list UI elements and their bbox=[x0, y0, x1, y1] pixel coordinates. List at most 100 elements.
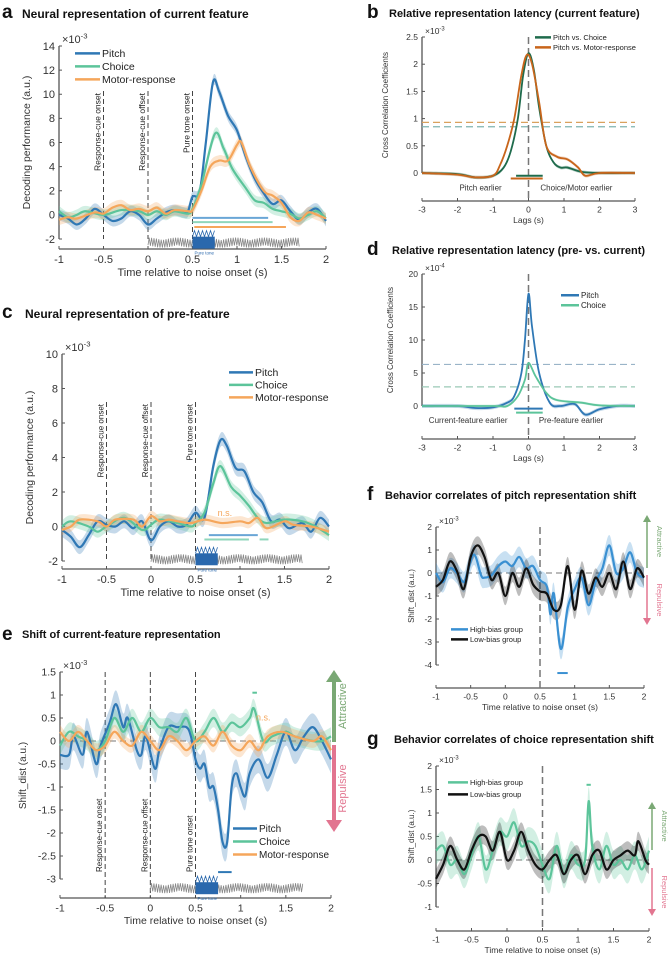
x-tick-label: 1 bbox=[572, 692, 577, 702]
confidence-band bbox=[59, 135, 326, 227]
confidence-band bbox=[436, 822, 649, 889]
panel-title: Shift of current-feature representation bbox=[22, 629, 221, 641]
y-tick-label: 5 bbox=[413, 368, 418, 378]
exponent-value: -4 bbox=[439, 264, 445, 270]
x-tick-label: 3 bbox=[633, 443, 638, 453]
y-tick-label: 6 bbox=[49, 137, 55, 149]
y-tick-label: 1 bbox=[50, 690, 56, 702]
confidence-band bbox=[436, 536, 644, 621]
x-tick-label: -0.5 bbox=[464, 935, 479, 945]
arrow-up-icon bbox=[326, 670, 342, 682]
tone-wave-icon bbox=[195, 874, 218, 884]
legend-label: High-bias group bbox=[470, 625, 523, 634]
legend-label: Pitch bbox=[255, 367, 279, 379]
attractive-label: Attractive bbox=[655, 526, 664, 557]
panel-letter: d bbox=[367, 239, 379, 260]
repulsive-label: Repulsive bbox=[337, 764, 349, 812]
x-tick-label: 1.5 bbox=[279, 903, 294, 915]
y-axis-label: Shift_dist (a.u.) bbox=[18, 742, 29, 809]
x-tick-label: 0.5 bbox=[537, 935, 549, 945]
series-line-motor-response bbox=[59, 730, 332, 752]
panel-letter: b bbox=[367, 2, 379, 23]
pure-tone-label: Pure tone bbox=[195, 251, 215, 256]
y-tick-label: -0.5 bbox=[417, 878, 432, 888]
y-tick-label: 10 bbox=[46, 349, 58, 361]
y-tick-label: -1 bbox=[424, 902, 432, 912]
exponent-base: ×10 bbox=[425, 263, 440, 273]
x-tick-label: 2 bbox=[597, 443, 602, 453]
series-line-low-bias-group bbox=[435, 544, 645, 613]
panel-a: a Neural representation of current featur… bbox=[2, 2, 329, 279]
x-axis-label: Time relative to noise onset (s) bbox=[121, 587, 271, 599]
x-tick-label: -3 bbox=[418, 205, 426, 215]
confidence-band bbox=[59, 127, 326, 224]
x-tick-label: 0 bbox=[526, 443, 531, 453]
x-tick-label: -1 bbox=[55, 903, 64, 915]
panel-title: Neural representation of pre-feature bbox=[25, 307, 230, 321]
y-tick-label: 2 bbox=[427, 761, 432, 771]
confidence-band bbox=[422, 291, 635, 417]
region-label: Pre-feature earlier bbox=[539, 416, 604, 425]
y-exponent-label: ×10-3 bbox=[439, 516, 459, 526]
event-label: Response-cue offset bbox=[137, 92, 147, 170]
y-tick-label: 15 bbox=[409, 302, 419, 312]
y-tick-label: 10 bbox=[409, 335, 419, 345]
y-tick-label: 1 bbox=[413, 114, 418, 124]
panel-letter: a bbox=[2, 2, 13, 23]
exponent-base: ×10 bbox=[65, 342, 84, 354]
panel-letter: f bbox=[367, 484, 374, 505]
x-axis-label: Time relative to noise onset (s) bbox=[482, 702, 598, 712]
y-tick-label: 0 bbox=[427, 855, 432, 865]
x-tick-label: 1 bbox=[238, 903, 244, 915]
pure-tone-block-icon bbox=[195, 882, 219, 895]
x-tick-label: 2 bbox=[642, 692, 647, 702]
y-tick-label: -3 bbox=[424, 637, 432, 647]
x-tick-label: 1.5 bbox=[277, 574, 292, 586]
x-axis-label: Time relative to noise onset (s) bbox=[124, 915, 267, 927]
exponent-value: -3 bbox=[81, 32, 88, 41]
x-tick-label: -1 bbox=[432, 935, 440, 945]
series-line-high-bias-group bbox=[435, 800, 651, 881]
legend-label: Choice bbox=[102, 61, 135, 73]
y-tick-label: 1 bbox=[427, 545, 432, 555]
series-line-pitch bbox=[59, 703, 332, 849]
y-exponent-label: ×10-3 bbox=[65, 340, 91, 354]
x-tick-label: 0.5 bbox=[188, 903, 203, 915]
panel-title: Behavior correlates of pitch representat… bbox=[385, 490, 637, 502]
x-tick-label: -0.5 bbox=[97, 574, 116, 586]
y-tick-label: 0.5 bbox=[406, 141, 418, 151]
pure-tone-block-icon bbox=[192, 236, 215, 249]
event-label: Response-cue offset bbox=[140, 798, 149, 872]
x-axis-label: Lags (s) bbox=[513, 215, 544, 225]
y-tick-label: -0.5 bbox=[38, 759, 56, 771]
x-tick-label: -2 bbox=[454, 443, 462, 453]
panel-title: Relative representation latency (current… bbox=[389, 8, 640, 20]
legend-label: Pitch vs. Motor-response bbox=[553, 43, 636, 52]
y-tick-label: 2 bbox=[413, 59, 418, 69]
y-tick-label: -1 bbox=[424, 591, 432, 601]
ns-annotation: n.s. bbox=[218, 508, 233, 518]
y-tick-label: 14 bbox=[43, 41, 55, 53]
y-tick-label: 0 bbox=[49, 210, 55, 222]
series-line-motor-response bbox=[61, 515, 330, 533]
y-exponent-label: ×10-3 bbox=[62, 32, 88, 46]
legend-label: Motor-response bbox=[102, 74, 176, 86]
confidence-band bbox=[59, 73, 326, 231]
panel-e: e Shift of current-feature representation… bbox=[2, 624, 349, 927]
y-axis-label: Decoding performance (a.u.) bbox=[21, 76, 33, 210]
event-label: Response-cue onset bbox=[95, 798, 104, 872]
y-tick-label: 4 bbox=[49, 161, 55, 173]
y-tick-label: -2 bbox=[47, 828, 56, 840]
x-tick-label: 0.5 bbox=[534, 692, 546, 702]
y-tick-label: -1.5 bbox=[38, 805, 56, 817]
x-tick-label: -1 bbox=[57, 574, 67, 586]
y-tick-label: 0 bbox=[413, 401, 418, 411]
pure-tone-label: Pure tone bbox=[198, 896, 218, 901]
legend-label: Motor-response bbox=[259, 850, 329, 861]
y-tick-label: -2 bbox=[424, 614, 432, 624]
attractive-label: Attractive bbox=[660, 810, 668, 841]
y-exponent-label: ×10-4 bbox=[425, 263, 445, 273]
x-tick-label: 2 bbox=[326, 574, 332, 586]
legend-label: High-bias group bbox=[470, 778, 523, 787]
panel-letter: g bbox=[367, 729, 379, 750]
